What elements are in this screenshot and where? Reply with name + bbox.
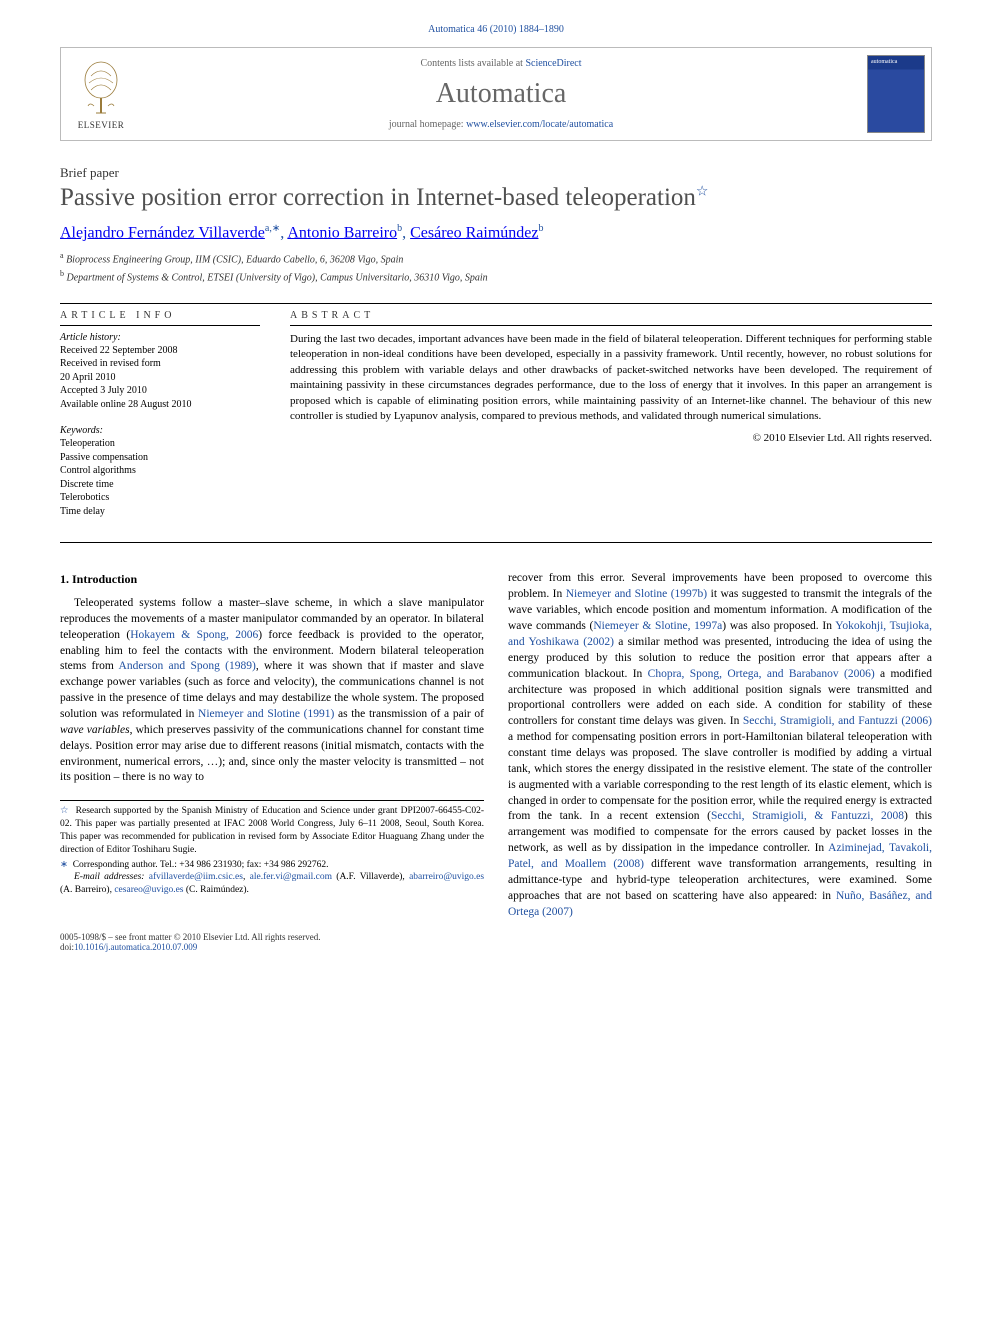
keyword-2: Passive compensation — [60, 451, 260, 465]
author-link-1[interactable]: Alejandro Fernández Villaverde — [60, 224, 265, 241]
ref-niemeyer97a[interactable]: Niemeyer & Slotine, 1997a — [593, 620, 722, 632]
intro-para-left: Teleoperated systems follow a master–sla… — [60, 596, 484, 786]
history-received: Received 22 September 2008 — [60, 344, 260, 358]
email-3[interactable]: cesareo@uvigo.es — [114, 885, 183, 895]
aff-b-text: Department of Systems & Control, ETSEI (… — [67, 272, 488, 283]
sciencedirect-link[interactable]: ScienceDirect — [525, 58, 581, 69]
authors-line: Alejandro Fernández Villaverdea,∗, Anton… — [60, 223, 932, 242]
homepage-prefix: journal homepage: — [389, 119, 466, 130]
footnotes-block: ☆ Research supported by the Spanish Mini… — [60, 800, 484, 897]
footnote-corr-text: Corresponding author. Tel.: +34 986 2319… — [73, 860, 329, 870]
contents-lists-line: Contents lists available at ScienceDirec… — [141, 58, 861, 69]
aff-a-text: Bioprocess Engineering Group, IIM (CSIC)… — [66, 255, 403, 266]
ref-secchi06[interactable]: Secchi, Stramigioli, and Fantuzzi (2006) — [743, 715, 932, 727]
elsevier-tree-icon — [76, 58, 126, 118]
aff-a-sup: a — [60, 251, 64, 260]
keyword-5: Telerobotics — [60, 491, 260, 505]
column-left: 1. Introduction Teleoperated systems fol… — [60, 571, 484, 920]
keyword-4: Discrete time — [60, 478, 260, 492]
email-2[interactable]: abarreiro@uvigo.es — [409, 872, 484, 882]
author-sup-2: b — [397, 223, 402, 234]
footnote-grant-text: Research supported by the Spanish Minist… — [60, 806, 484, 854]
column-right: recover from this error. Several improve… — [508, 571, 932, 920]
contents-prefix: Contents lists available at — [420, 58, 525, 69]
footnote-corresponding: ∗ Corresponding author. Tel.: +34 986 23… — [60, 859, 484, 872]
keyword-1: Teleoperation — [60, 437, 260, 451]
homepage-line: journal homepage: www.elsevier.com/locat… — [141, 119, 861, 130]
author-sup-1: a,∗ — [265, 223, 280, 234]
email-label: E-mail addresses: — [74, 872, 149, 882]
affiliations: a Bioprocess Engineering Group, IIM (CSI… — [60, 250, 932, 285]
email-1b[interactable]: ale.fer.vi@gmail.com — [250, 872, 332, 882]
keywords-label: Keywords: — [60, 425, 260, 436]
email-3-who: (C. Raimúndez). — [186, 885, 249, 895]
ref-anderson[interactable]: Anderson and Spong (1989) — [119, 660, 256, 672]
ref-hokayem[interactable]: Hokayem & Spong, 2006 — [130, 629, 258, 641]
front-matter-line: 0005-1098/$ – see front matter © 2010 El… — [60, 932, 321, 952]
homepage-link[interactable]: www.elsevier.com/locate/automatica — [466, 119, 613, 130]
history-revised-date: 20 April 2010 — [60, 371, 260, 385]
history-online: Available online 28 August 2010 — [60, 398, 260, 412]
title-footnote-star[interactable]: ☆ — [696, 185, 709, 200]
affiliation-b: b Department of Systems & Control, ETSEI… — [60, 268, 932, 285]
author-sup-3: b — [539, 223, 544, 234]
footnote-grant: ☆ Research supported by the Spanish Mini… — [60, 805, 484, 856]
journal-header-box: ELSEVIER Contents lists available at Sci… — [60, 47, 932, 141]
doi-link[interactable]: 10.1016/j.automatica.2010.07.009 — [74, 942, 197, 952]
ref-niemeyer91[interactable]: Niemeyer and Slotine (1991) — [198, 708, 334, 720]
email-1-who: (A.F. Villaverde), — [336, 872, 409, 882]
history-label: Article history: — [60, 332, 260, 343]
abstract-copyright: © 2010 Elsevier Ltd. All rights reserved… — [290, 432, 932, 444]
bottom-meta: 0005-1098/$ – see front matter © 2010 El… — [60, 932, 932, 952]
body-columns: 1. Introduction Teleoperated systems fol… — [60, 571, 932, 920]
author-link-3[interactable]: Cesáreo Raimúndez — [410, 224, 538, 241]
affiliation-a: a Bioprocess Engineering Group, IIM (CSI… — [60, 250, 932, 267]
ref-secchi08[interactable]: Secchi, Stramigioli, & Fantuzzi, 2008 — [711, 810, 904, 822]
footnote-star-icon: ☆ — [60, 806, 69, 816]
footnote-emails: E-mail addresses: afvillaverde@iim.csic.… — [60, 871, 484, 897]
info-abstract-row: ARTICLE INFO Article history: Received 2… — [60, 304, 932, 519]
article-info-col: ARTICLE INFO Article history: Received 2… — [60, 304, 260, 519]
cover-thumbnail — [861, 48, 931, 140]
email-1[interactable]: afvillaverde@iim.csic.es — [149, 872, 243, 882]
ref-niemeyer97b[interactable]: Niemeyer and Slotine (1997b) — [566, 588, 707, 600]
ref-aziminejad[interactable]: Aziminejad, Tavakoli, Patel, and Moallem… — [508, 842, 932, 870]
abstract-text: During the last two decades, important a… — [290, 332, 932, 424]
elsevier-logo: ELSEVIER — [61, 48, 141, 140]
ref-chopra[interactable]: Chopra, Spong, Ortega, and Barabanov (20… — [648, 668, 875, 680]
doi-label: doi: — [60, 942, 74, 952]
history-accepted: Accepted 3 July 2010 — [60, 384, 260, 398]
header-center: Contents lists available at ScienceDirec… — [141, 48, 861, 140]
keyword-6: Time delay — [60, 505, 260, 519]
paper-title: Passive position error correction in Int… — [60, 183, 932, 213]
author-link-2[interactable]: Antonio Barreiro — [287, 224, 397, 241]
abstract-heading: ABSTRACT — [290, 304, 932, 326]
aff-b-sup: b — [60, 269, 64, 278]
publisher-label: ELSEVIER — [78, 120, 125, 130]
article-info-heading: ARTICLE INFO — [60, 304, 260, 326]
journal-name: Automatica — [141, 78, 861, 110]
corr-star-icon: ∗ — [60, 860, 68, 870]
abstract-col: ABSTRACT During the last two decades, im… — [290, 304, 932, 519]
paper-type: Brief paper — [60, 165, 932, 181]
history-revised-label: Received in revised form — [60, 357, 260, 371]
email-2-who: (A. Barreiro), — [60, 885, 114, 895]
cover-image — [867, 55, 925, 133]
section-1-heading: 1. Introduction — [60, 571, 484, 588]
title-text: Passive position error correction in Int… — [60, 184, 696, 211]
front-matter-text: 0005-1098/$ – see front matter © 2010 El… — [60, 932, 321, 942]
keyword-3: Control algorithms — [60, 464, 260, 478]
ref-nuno[interactable]: Nuño, Basáñez, and Ortega (2007) — [508, 890, 932, 918]
intro-para-right: recover from this error. Several improve… — [508, 571, 932, 920]
citation-line: Automatica 46 (2010) 1884–1890 — [60, 24, 932, 35]
